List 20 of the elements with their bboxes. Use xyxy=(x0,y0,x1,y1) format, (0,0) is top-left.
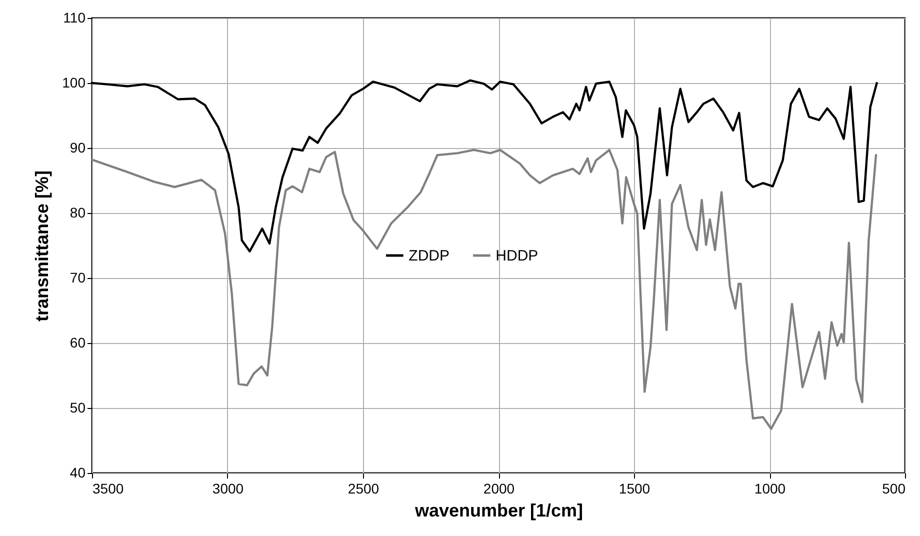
y-tick-label: 60 xyxy=(70,334,86,350)
y-tick-label: 50 xyxy=(70,400,86,416)
line-series xyxy=(90,148,878,430)
y-tick-label: 70 xyxy=(70,270,86,286)
x-tick-label: 1500 xyxy=(618,480,650,496)
y-tick-label: 80 xyxy=(70,204,86,220)
x-tick-label: 2500 xyxy=(348,480,380,496)
y-tick-label: 90 xyxy=(70,140,86,156)
y-tick-label: 100 xyxy=(62,74,86,90)
x-tick-label: 2000 xyxy=(483,480,515,496)
x-tick-label: 3500 xyxy=(92,480,124,496)
y-axis-title: transmittance [%] xyxy=(32,170,52,322)
x-tick-label: 500 xyxy=(882,480,906,496)
legend-label: HDDP xyxy=(496,248,538,264)
x-axis-title: wavenumber [1/cm] xyxy=(414,500,584,520)
x-tick-label: 1000 xyxy=(754,480,786,496)
legend-label: ZDDP xyxy=(408,248,450,264)
y-tick-label: 40 xyxy=(70,464,86,480)
x-tick-label: 3000 xyxy=(212,480,244,496)
y-tick-label: 110 xyxy=(63,10,86,26)
